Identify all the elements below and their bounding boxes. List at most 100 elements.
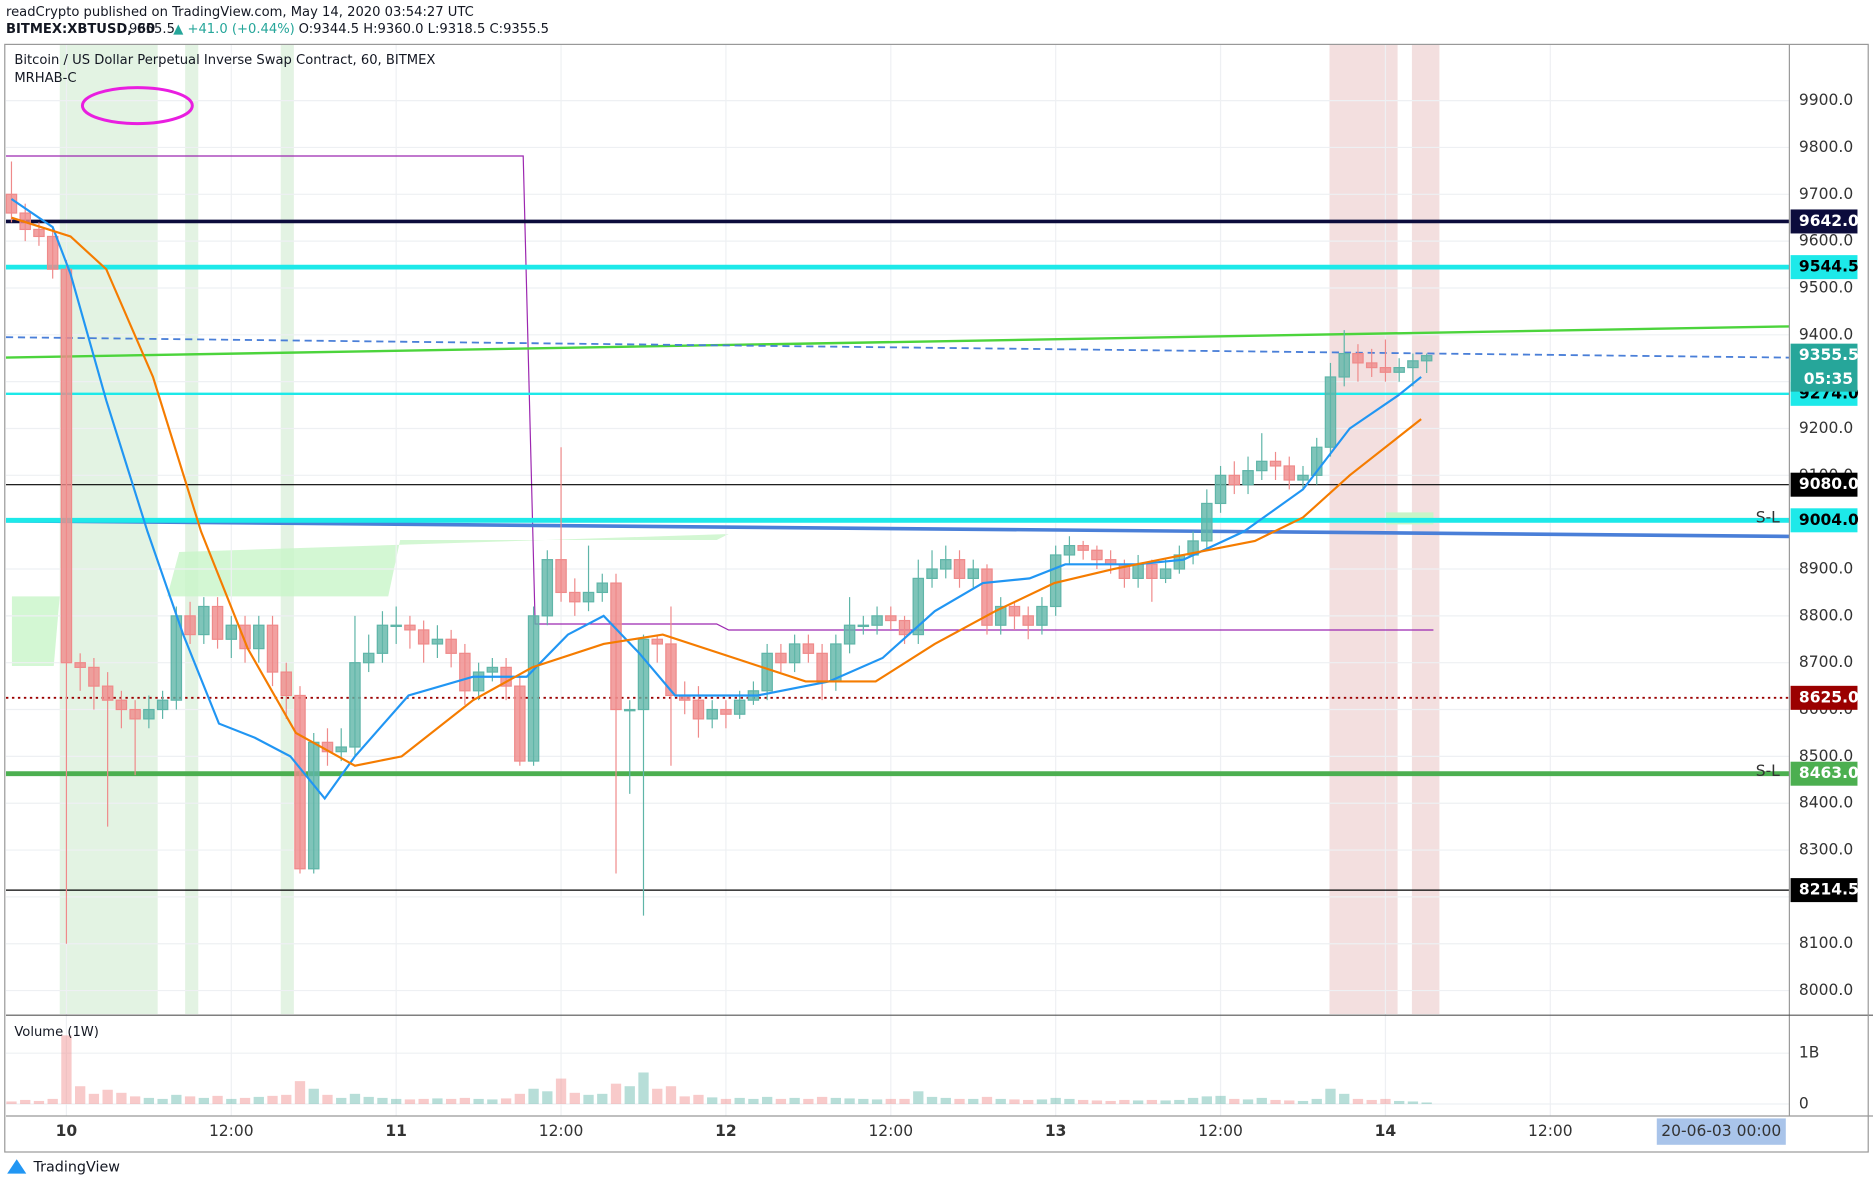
volume-bar	[308, 1088, 319, 1104]
x-tick-label: 12	[715, 1122, 737, 1140]
volume-bar	[1132, 1100, 1144, 1104]
x-tick-label: 12:00	[539, 1122, 584, 1140]
volume-bar	[253, 1096, 264, 1104]
candle-body	[46, 235, 59, 270]
candle-body	[170, 615, 183, 701]
candle-body	[1022, 615, 1034, 626]
volume-bar	[198, 1097, 209, 1104]
candle-body	[596, 582, 609, 594]
candle-body	[225, 624, 238, 640]
candle-body	[431, 638, 444, 645]
candle-body	[926, 568, 938, 579]
volume-bar	[734, 1097, 745, 1104]
candle-body	[1324, 376, 1337, 448]
countdown: 05:35	[1804, 370, 1853, 388]
volume-bar	[500, 1098, 512, 1104]
volume-bar	[1366, 1099, 1377, 1104]
candle-body	[1365, 362, 1378, 369]
brand-logo	[7, 1159, 27, 1174]
candle-body	[898, 619, 911, 636]
volume-bar	[693, 1094, 704, 1104]
volume-bar	[954, 1098, 965, 1104]
volume-bar	[212, 1095, 223, 1104]
candle-body	[706, 708, 718, 720]
candle-body	[1352, 352, 1364, 364]
dashed-line	[5, 336, 1790, 359]
volume-bar	[33, 1100, 45, 1104]
candle-body	[101, 685, 114, 701]
candle-body	[1036, 605, 1048, 626]
volume-bar	[1394, 1100, 1405, 1104]
x-tick-label: 12:00	[1528, 1122, 1573, 1140]
volume-bar	[157, 1098, 168, 1104]
volume-bar	[143, 1097, 155, 1104]
candle-body	[610, 582, 622, 711]
volume-bar	[391, 1098, 402, 1104]
volume-bar	[995, 1098, 1006, 1104]
volume-bar	[1352, 1098, 1364, 1104]
level-label: 9642.0	[1799, 212, 1859, 230]
volume-bar	[1297, 1100, 1309, 1104]
indicator-name: MRHAB-C	[14, 71, 76, 86]
volume-bar	[1256, 1097, 1267, 1104]
y-tick-label: 9800.0	[1799, 138, 1853, 156]
volume-bar	[775, 1098, 787, 1104]
red-zone	[1411, 44, 1440, 1014]
y-tick-label: 9400.0	[1799, 325, 1853, 343]
y-tick-label: 9900.0	[1799, 91, 1853, 109]
candle-body	[417, 629, 430, 645]
y-tick-label: 8300.0	[1799, 841, 1853, 859]
volume-tick-label: 1B	[1799, 1044, 1820, 1062]
candle-body	[459, 652, 471, 692]
volume-bar	[665, 1086, 677, 1104]
candle-body	[1269, 460, 1282, 467]
y-tick-label: 8000.0	[1799, 981, 1853, 999]
volume-bar	[47, 1098, 58, 1104]
level-label: 9004.0	[1799, 511, 1859, 529]
candle-body	[1228, 474, 1241, 486]
y-tick-label: 9200.0	[1799, 419, 1853, 437]
candle-body	[816, 652, 828, 683]
candle-body	[967, 568, 979, 579]
cursor-label: 20-06-03 00:00	[1661, 1122, 1781, 1140]
axes: 8000.08100.08200.08300.08400.08500.08600…	[56, 91, 1859, 1145]
y-tick-label: 9500.0	[1799, 278, 1853, 296]
volume-bar	[597, 1093, 608, 1104]
volume-bar	[294, 1081, 306, 1104]
brand: TradingView	[7, 1159, 120, 1176]
candle-body	[390, 624, 402, 628]
volume-bar	[102, 1089, 113, 1104]
volume-title: Volume (1W)	[14, 1025, 99, 1040]
candle-body	[871, 615, 883, 626]
volume-bar	[1078, 1099, 1089, 1104]
candle-body	[74, 662, 86, 668]
candle-body	[1407, 360, 1419, 369]
symbol: BITMEX:XBTUSD, 60	[6, 22, 155, 37]
candle-body	[143, 708, 155, 720]
volume-bar	[459, 1097, 471, 1104]
volume-bar	[858, 1098, 869, 1104]
candle-body	[555, 559, 567, 594]
drawings	[5, 86, 1790, 631]
level-label: 8214.5	[1799, 881, 1859, 899]
candle-body	[1338, 352, 1350, 378]
candle-body	[1214, 474, 1227, 505]
candle-body	[1283, 465, 1296, 481]
candle-body	[253, 624, 265, 650]
ohlc: O:9344.5 H:9360.0 L:9318.5 C:9355.5	[299, 22, 549, 37]
x-tick-label: 11	[385, 1122, 407, 1140]
volume-bar	[1050, 1097, 1061, 1104]
volume-bar	[899, 1098, 910, 1104]
candle-body	[637, 638, 650, 711]
candle-body	[1201, 502, 1213, 542]
volume-bar	[803, 1098, 814, 1104]
candle-body	[843, 624, 856, 645]
volume-bar	[322, 1094, 333, 1104]
volume-bar	[1270, 1099, 1281, 1104]
level-label-box	[1790, 761, 1858, 786]
candle-body	[198, 605, 210, 636]
candle-body	[665, 643, 677, 697]
volume-bar	[418, 1098, 429, 1104]
level-label-box	[1790, 209, 1858, 234]
volume-bar	[569, 1092, 580, 1104]
